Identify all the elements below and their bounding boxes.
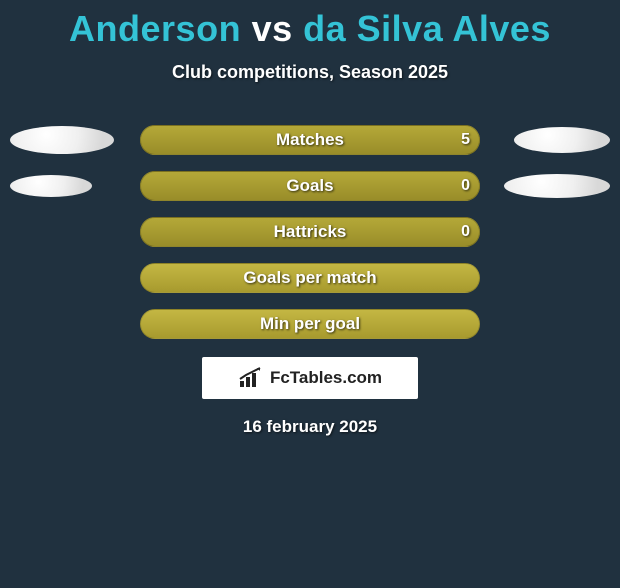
subtitle: Club competitions, Season 2025 <box>0 62 620 83</box>
date-label: 16 february 2025 <box>0 417 620 437</box>
bar-track: Min per goal <box>140 309 480 339</box>
orb-left <box>10 175 92 197</box>
stat-row: Min per goal <box>0 309 620 339</box>
bar-bg <box>140 309 480 339</box>
player2-name: da Silva Alves <box>303 8 551 49</box>
brand-chart-icon <box>238 367 264 389</box>
orb-left <box>10 126 114 154</box>
bar-track: Goals per match <box>140 263 480 293</box>
player1-name: Anderson <box>69 8 241 49</box>
stat-row: Hattricks0 <box>0 217 620 247</box>
bar-fg <box>140 125 480 155</box>
bar-fg <box>140 171 480 201</box>
stat-row: Goals0 <box>0 171 620 201</box>
bar-bg <box>140 263 480 293</box>
comparison-title: Anderson vs da Silva Alves <box>0 8 620 50</box>
title-vs: vs <box>252 8 293 49</box>
bar-track: Matches5 <box>140 125 480 155</box>
stat-row: Goals per match <box>0 263 620 293</box>
brand-badge: FcTables.com <box>202 357 418 399</box>
orb-right <box>504 174 610 198</box>
orb-right <box>514 127 610 153</box>
stat-chart: Matches5 Goals0 Hattricks0 Goals per match M… <box>0 125 620 339</box>
stat-row: Matches5 <box>0 125 620 155</box>
bar-track: Hattricks0 <box>140 217 480 247</box>
bar-track: Goals0 <box>140 171 480 201</box>
bar-fg <box>140 217 480 247</box>
brand-text: FcTables.com <box>270 368 382 388</box>
